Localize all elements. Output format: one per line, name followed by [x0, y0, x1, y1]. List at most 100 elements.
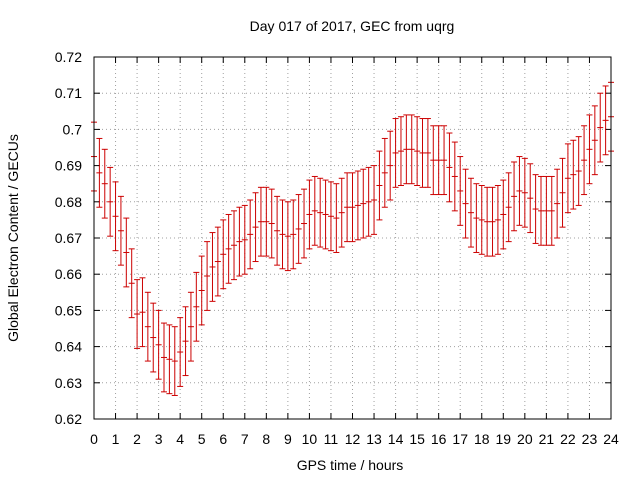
error-bar-point — [144, 291, 151, 362]
y-tick-label: 0.72 — [55, 49, 82, 65]
error-bar-point — [494, 185, 501, 255]
error-bar-point — [177, 317, 184, 387]
error-bar-point — [511, 161, 518, 232]
y-tick-label: 0.63 — [55, 375, 82, 391]
error-bar-point — [338, 177, 345, 248]
error-bar-point — [586, 114, 593, 185]
x-tick-label: 11 — [324, 431, 339, 447]
x-tick-label: 18 — [474, 431, 490, 447]
error-bar-point — [451, 141, 458, 212]
error-bar-point — [548, 175, 555, 246]
error-bar-point — [284, 201, 291, 272]
error-bar-point — [214, 226, 221, 297]
x-tick-label: 8 — [262, 431, 270, 447]
error-bar-point — [397, 116, 404, 187]
y-tick-label: 0.68 — [55, 194, 82, 210]
error-bar-point — [171, 326, 178, 396]
error-bar-point — [446, 132, 453, 203]
x-tick-label: 15 — [409, 431, 425, 447]
x-tick-label: 14 — [388, 431, 404, 447]
y-axis-label: Global Electron Content / GECUs — [5, 134, 21, 342]
error-bar-point — [371, 165, 378, 235]
error-bar-point — [263, 186, 270, 257]
error-bar-point — [306, 179, 313, 250]
error-bar-point — [204, 241, 211, 311]
x-tick-label: 0 — [90, 431, 98, 447]
error-bar-point — [387, 130, 394, 201]
chart-title: Day 017 of 2017, GEC from uqrg — [250, 18, 455, 34]
error-bar-point — [489, 186, 496, 257]
error-bar-point — [128, 248, 135, 319]
error-bar-point — [559, 157, 566, 228]
error-bar-point — [220, 219, 227, 290]
x-tick-label: 17 — [452, 431, 468, 447]
error-bar-point — [247, 199, 254, 270]
x-tick-label: 5 — [198, 431, 206, 447]
x-tick-label: 9 — [284, 431, 292, 447]
y-tick-labels: 0.62 0.63 0.64 0.65 0.66 0.67 0.68 0.69 0.7 0.71 0… — [55, 49, 82, 427]
plot-frame — [93, 56, 612, 420]
error-bar-point — [182, 306, 189, 377]
error-bar-point — [376, 150, 383, 221]
error-bar-point — [381, 137, 388, 208]
error-bar-point — [134, 279, 141, 349]
error-bar-point — [187, 291, 194, 362]
error-bar-point — [139, 277, 146, 348]
error-bar-point — [430, 125, 437, 196]
y-tick-label: 0.64 — [55, 339, 82, 355]
error-bar-point — [505, 172, 512, 243]
x-tick-label: 22 — [560, 431, 576, 447]
axis-ticks — [93, 56, 612, 420]
error-bar-point — [322, 179, 329, 250]
error-bar-point — [441, 125, 448, 196]
y-tick-label: 0.62 — [55, 411, 82, 427]
error-bar-point — [333, 183, 340, 253]
error-bar-point — [107, 166, 114, 237]
x-tick-label: 13 — [366, 431, 382, 447]
error-bar-point — [349, 172, 356, 243]
error-bar-point — [473, 183, 480, 253]
error-bar-point — [268, 188, 275, 259]
error-bar-point — [198, 255, 205, 326]
x-tick-label: 7 — [241, 431, 249, 447]
x-tick-label: 10 — [302, 431, 318, 447]
y-tick-label: 0.67 — [55, 230, 82, 246]
error-bar-point — [301, 188, 308, 259]
error-bar-point — [521, 157, 528, 228]
x-axis-label: GPS time / hours — [297, 457, 404, 473]
error-bar-point — [241, 204, 248, 275]
error-bar-point — [365, 166, 372, 237]
error-bar-point — [327, 181, 334, 252]
error-bar-point — [257, 186, 264, 257]
error-bar-point — [96, 137, 103, 208]
error-bar-point — [344, 172, 351, 243]
error-bar-point — [435, 125, 442, 196]
error-bar-point — [279, 199, 286, 270]
error-bar-point — [166, 324, 173, 395]
x-tick-label: 23 — [582, 431, 598, 447]
x-tick-label: 24 — [603, 431, 619, 447]
error-bar-point — [414, 116, 421, 187]
error-bar-point — [290, 199, 297, 270]
x-tick-label: 2 — [133, 431, 141, 447]
error-bar-point — [457, 156, 464, 226]
x-tick-label: 6 — [219, 431, 227, 447]
error-bar-point — [532, 174, 539, 244]
x-tick-label: 3 — [155, 431, 163, 447]
x-tick-label: 19 — [496, 431, 512, 447]
error-bar-point — [462, 168, 469, 239]
y-tick-label: 0.7 — [63, 121, 83, 137]
x-tick-label: 16 — [431, 431, 447, 447]
y-tick-label: 0.65 — [55, 302, 82, 318]
error-bar-point — [602, 85, 609, 156]
error-bar-point — [554, 168, 561, 239]
error-bar-point — [419, 118, 426, 188]
error-bar-point — [360, 168, 367, 239]
error-bar-point — [478, 185, 485, 255]
error-bar-point — [311, 175, 318, 246]
error-bar-point — [484, 186, 491, 257]
error-bar-point — [161, 322, 168, 393]
error-bar-point — [597, 92, 604, 163]
error-bar-point — [424, 118, 431, 188]
error-bar-point — [101, 148, 108, 219]
